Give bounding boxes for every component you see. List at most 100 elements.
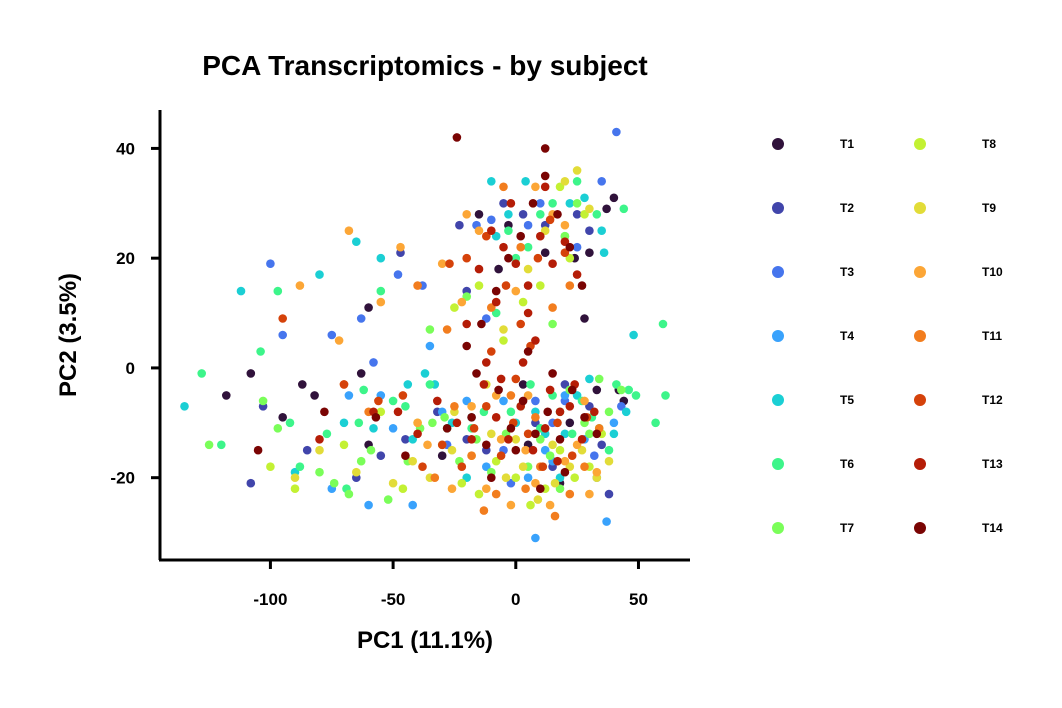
data-point-t6 [197,369,206,378]
data-point-t5 [609,429,619,439]
data-point-t8 [290,484,300,494]
data-point-t11 [548,303,557,312]
data-point-t10 [344,226,354,235]
legend-label-t3: T3 [840,265,854,279]
data-point-t12 [516,319,525,329]
data-point-t10 [437,259,447,269]
data-point-t14 [506,424,516,433]
data-point-t14 [560,467,570,477]
data-point-t1 [540,248,550,257]
legend-label-t7: T7 [840,521,854,535]
legend-label-t1: T1 [840,137,854,151]
data-point-t4 [523,473,533,483]
data-point-t7 [383,495,393,504]
data-point-t11 [450,402,459,411]
legend-label-t12: T12 [982,393,1003,407]
x-tick-label: 0 [511,590,520,609]
data-point-t10 [560,220,570,230]
data-point-t3 [356,314,366,323]
data-point-t8 [555,445,565,455]
data-point-t5 [236,286,246,296]
data-point-t6 [631,391,641,400]
data-point-t11 [521,484,530,494]
data-point-t7 [425,325,435,334]
data-point-t13 [548,259,557,269]
y-tick-label: 40 [116,139,135,158]
data-point-t1 [518,380,528,389]
data-point-t12 [482,231,491,241]
data-point-t6 [592,210,602,219]
data-point-t11 [531,413,540,422]
data-point-t13 [545,385,555,395]
data-point-t14 [482,440,491,450]
data-point-t14 [540,171,550,181]
data-point-t9 [290,473,300,483]
y-tick-label: -20 [110,469,135,488]
data-point-t4 [499,396,508,406]
data-point-t4 [482,462,491,472]
data-point-t2 [246,478,256,488]
data-point-t6 [536,210,545,219]
data-point-t1 [609,193,619,203]
data-point-t11 [550,511,560,521]
data-point-t8 [526,500,535,510]
data-point-t3 [597,177,606,186]
legend-marker-t4 [772,330,784,342]
data-point-t3 [482,314,491,323]
legend-marker-t3 [772,266,784,278]
data-point-t11 [467,451,476,461]
data-point-t1 [580,314,589,323]
data-point-t13 [531,336,540,345]
data-point-t14 [531,429,540,439]
data-point-t3 [590,451,599,461]
data-point-t10 [334,336,344,345]
data-point-t1 [298,380,307,389]
data-point-t6 [354,418,364,428]
data-point-t1 [278,413,288,422]
data-point-t8 [450,303,459,312]
data-point-t14 [516,231,525,241]
data-point-t12 [462,253,472,263]
data-point-t13 [506,199,516,208]
data-point-t2 [376,451,386,461]
data-point-t5 [565,199,575,208]
data-point-t13 [491,297,501,307]
scatter-points [180,127,670,543]
data-point-t10 [482,484,491,494]
data-point-t1 [310,391,319,400]
data-point-t7 [315,467,324,477]
data-point-t6 [504,226,513,235]
data-point-t9 [518,462,528,472]
data-point-t12 [545,215,555,225]
legend-marker-t5 [772,394,784,406]
data-point-t14 [518,396,528,406]
legend: T1 T2 T3 T4 T5 T6 T7 T8 T9 T10 T11 T12 T13 T14 [772,137,1003,535]
data-point-t10 [295,281,305,290]
data-point-t1 [602,204,611,214]
data-point-t1 [565,418,575,428]
data-point-t7 [440,413,449,422]
data-point-t13 [540,424,550,433]
data-point-t4 [540,445,550,455]
data-point-t6 [359,385,369,395]
data-point-t13 [540,182,550,192]
data-point-t9 [604,456,614,466]
data-point-t2 [302,445,312,455]
data-point-t11 [565,281,575,290]
data-point-t5 [376,253,386,263]
data-point-t10 [467,402,476,411]
data-point-t14 [487,473,496,483]
data-point-t5 [403,380,413,389]
data-point-t3 [612,127,621,137]
data-point-t13 [555,407,565,417]
data-point-t5 [462,473,472,483]
data-point-t14 [320,407,329,417]
data-point-t10 [523,391,533,400]
data-point-t11 [413,281,422,290]
data-point-t12 [496,451,506,461]
data-point-t9 [408,456,418,466]
data-point-t13 [577,435,587,444]
data-point-t14 [528,199,538,208]
data-point-t6 [401,402,410,411]
data-point-t1 [592,385,602,395]
